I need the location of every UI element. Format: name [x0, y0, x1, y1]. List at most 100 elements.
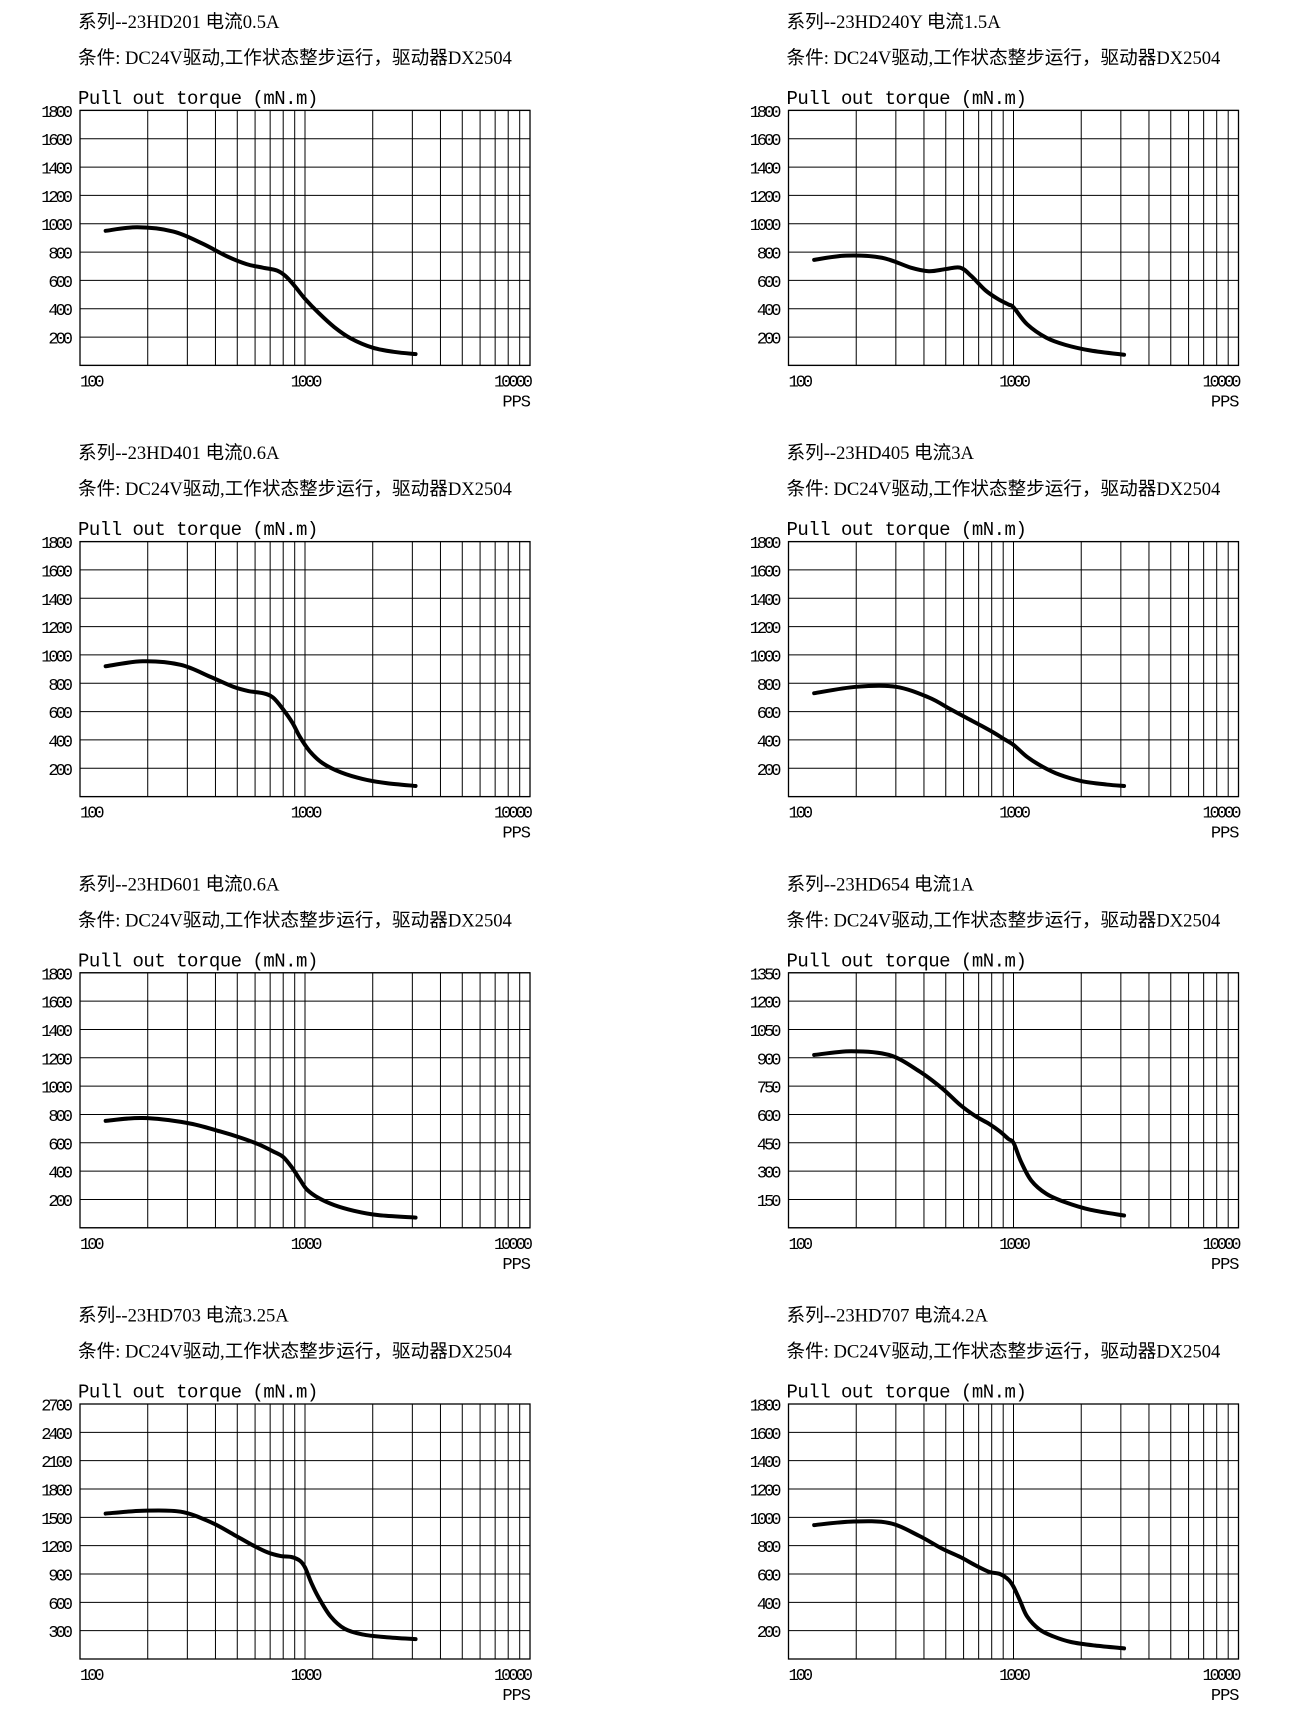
- svg-text:条件: DC24V驱动,工作状态整步运行，驱动器DX2504: 条件: DC24V驱动,工作状态整步运行，驱动器DX2504: [78, 1342, 512, 1363]
- svg-text:10000: 10000: [1202, 805, 1241, 824]
- svg-text:100: 100: [789, 1236, 813, 1255]
- svg-text:1500: 1500: [41, 1511, 73, 1530]
- svg-text:450: 450: [757, 1136, 781, 1155]
- svg-text:100: 100: [80, 805, 104, 824]
- svg-text:600: 600: [757, 1108, 781, 1127]
- svg-text:800: 800: [48, 246, 72, 265]
- svg-text:Pull out torque (mN.m): Pull out torque (mN.m): [787, 88, 1027, 110]
- svg-text:1000: 1000: [41, 1080, 73, 1099]
- svg-text:PPS: PPS: [1211, 1687, 1239, 1704]
- svg-text:100: 100: [80, 373, 104, 392]
- svg-text:1200: 1200: [41, 189, 73, 208]
- svg-text:400: 400: [48, 1165, 72, 1184]
- svg-text:800: 800: [757, 246, 781, 265]
- svg-text:300: 300: [48, 1624, 72, 1643]
- svg-text:1000: 1000: [750, 1511, 782, 1530]
- svg-text:系列--23HD405 电流3A: 系列--23HD405 电流3A: [787, 443, 975, 464]
- svg-text:条件: DC24V驱动,工作状态整步运行，驱动器DX2504: 条件: DC24V驱动,工作状态整步运行，驱动器DX2504: [787, 48, 1221, 69]
- svg-text:900: 900: [48, 1568, 72, 1587]
- svg-text:200: 200: [757, 1624, 781, 1643]
- svg-text:1800: 1800: [750, 104, 782, 123]
- svg-text:1400: 1400: [750, 1454, 782, 1473]
- svg-text:600: 600: [48, 705, 72, 724]
- svg-text:10000: 10000: [1202, 1667, 1241, 1686]
- svg-text:600: 600: [757, 705, 781, 724]
- svg-text:100: 100: [789, 805, 813, 824]
- svg-text:1200: 1200: [750, 1483, 782, 1502]
- svg-text:400: 400: [757, 733, 781, 752]
- svg-text:PPS: PPS: [1211, 393, 1239, 412]
- svg-text:1000: 1000: [999, 1667, 1031, 1686]
- svg-text:1000: 1000: [999, 805, 1031, 824]
- svg-text:Pull out torque (mN.m): Pull out torque (mN.m): [787, 950, 1027, 972]
- svg-text:200: 200: [48, 331, 72, 350]
- svg-text:Pull out torque (mN.m): Pull out torque (mN.m): [78, 519, 318, 541]
- svg-text:1800: 1800: [750, 1398, 782, 1417]
- svg-text:600: 600: [48, 274, 72, 293]
- svg-text:2700: 2700: [41, 1398, 73, 1417]
- svg-text:10000: 10000: [494, 373, 533, 392]
- svg-text:600: 600: [757, 274, 781, 293]
- svg-text:系列--23HD201 电流0.5A: 系列--23HD201 电流0.5A: [78, 12, 280, 33]
- svg-text:800: 800: [48, 677, 72, 696]
- svg-text:2100: 2100: [41, 1454, 73, 1473]
- svg-text:800: 800: [757, 677, 781, 696]
- svg-text:Pull out torque (mN.m): Pull out torque (mN.m): [78, 1382, 318, 1404]
- svg-text:1000: 1000: [291, 805, 323, 824]
- svg-text:900: 900: [757, 1051, 781, 1070]
- svg-text:1000: 1000: [291, 1236, 323, 1255]
- svg-text:1200: 1200: [750, 620, 782, 639]
- svg-text:10000: 10000: [1202, 1236, 1241, 1255]
- svg-text:1000: 1000: [41, 648, 73, 667]
- svg-text:Pull out torque (mN.m): Pull out torque (mN.m): [78, 950, 318, 972]
- svg-text:条件: DC24V驱动,工作状态整步运行，驱动器DX2504: 条件: DC24V驱动,工作状态整步运行，驱动器DX2504: [787, 910, 1221, 931]
- svg-text:条件: DC24V驱动,工作状态整步运行，驱动器DX2504: 条件: DC24V驱动,工作状态整步运行，驱动器DX2504: [78, 479, 512, 500]
- svg-text:100: 100: [80, 1667, 104, 1686]
- svg-text:1800: 1800: [41, 535, 73, 554]
- svg-text:1000: 1000: [291, 1667, 323, 1686]
- svg-text:200: 200: [48, 762, 72, 781]
- svg-text:1400: 1400: [41, 1023, 73, 1042]
- svg-text:1200: 1200: [41, 620, 73, 639]
- svg-text:1200: 1200: [750, 189, 782, 208]
- svg-text:300: 300: [757, 1165, 781, 1184]
- svg-text:10000: 10000: [494, 1236, 533, 1255]
- svg-text:1050: 1050: [750, 1023, 782, 1042]
- svg-text:600: 600: [757, 1568, 781, 1587]
- svg-text:400: 400: [48, 733, 72, 752]
- svg-text:1200: 1200: [41, 1539, 73, 1558]
- svg-text:Pull out torque (mN.m): Pull out torque (mN.m): [787, 1382, 1027, 1404]
- svg-text:800: 800: [48, 1108, 72, 1127]
- svg-text:1400: 1400: [750, 161, 782, 180]
- svg-text:1200: 1200: [41, 1051, 73, 1070]
- svg-text:系列--23HD707 电流4.2A: 系列--23HD707 电流4.2A: [787, 1306, 989, 1327]
- svg-text:条件: DC24V驱动,工作状态整步运行，驱动器DX2504: 条件: DC24V驱动,工作状态整步运行，驱动器DX2504: [787, 1342, 1221, 1363]
- svg-text:1400: 1400: [750, 592, 782, 611]
- svg-text:PPS: PPS: [502, 825, 530, 844]
- svg-text:1000: 1000: [999, 1236, 1031, 1255]
- svg-text:系列--23HD401 电流0.6A: 系列--23HD401 电流0.6A: [78, 443, 280, 464]
- svg-text:1600: 1600: [750, 1426, 782, 1445]
- svg-text:条件: DC24V驱动,工作状态整步运行，驱动器DX2504: 条件: DC24V驱动,工作状态整步运行，驱动器DX2504: [78, 910, 512, 931]
- svg-text:系列--23HD601 电流0.6A: 系列--23HD601 电流0.6A: [78, 874, 280, 895]
- svg-text:1350: 1350: [750, 966, 782, 985]
- svg-text:100: 100: [789, 373, 813, 392]
- svg-text:200: 200: [757, 762, 781, 781]
- svg-text:10000: 10000: [1202, 373, 1241, 392]
- svg-text:系列--23HD240Y 电流1.5A: 系列--23HD240Y 电流1.5A: [787, 12, 1002, 33]
- svg-text:600: 600: [48, 1136, 72, 1155]
- svg-text:400: 400: [48, 302, 72, 321]
- svg-text:400: 400: [757, 1596, 781, 1615]
- svg-text:1200: 1200: [750, 995, 782, 1014]
- svg-text:150: 150: [757, 1193, 781, 1212]
- svg-text:PPS: PPS: [1211, 825, 1239, 844]
- svg-text:1600: 1600: [750, 132, 782, 151]
- svg-text:1400: 1400: [41, 161, 73, 180]
- svg-text:条件: DC24V驱动,工作状态整步运行，驱动器DX2504: 条件: DC24V驱动,工作状态整步运行，驱动器DX2504: [78, 48, 512, 69]
- svg-text:Pull out torque (mN.m): Pull out torque (mN.m): [787, 519, 1027, 541]
- svg-text:1000: 1000: [750, 648, 782, 667]
- svg-text:条件: DC24V驱动,工作状态整步运行，驱动器DX2504: 条件: DC24V驱动,工作状态整步运行，驱动器DX2504: [787, 479, 1221, 500]
- svg-text:400: 400: [757, 302, 781, 321]
- svg-text:1000: 1000: [291, 373, 323, 392]
- svg-text:750: 750: [757, 1080, 781, 1099]
